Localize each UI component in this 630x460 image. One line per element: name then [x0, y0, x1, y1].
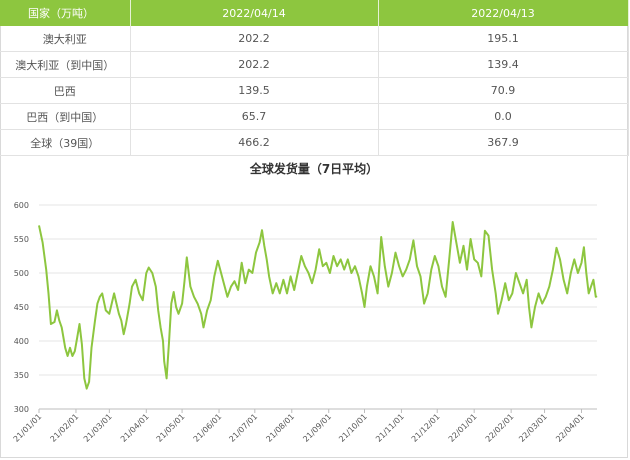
x-tick-label: 21/07/01	[227, 412, 259, 444]
table-row: 巴西 139.5 70.9	[0, 77, 629, 104]
row-value-1: 202.2	[130, 51, 379, 78]
x-axis: 21/01/01 21/02/01 21/03/01 21/04/01 21/05/01…	[12, 409, 586, 444]
y-tick-label: 350	[14, 371, 29, 380]
grid-layer	[39, 204, 597, 410]
row-value-2: 0.0	[378, 103, 629, 130]
row-label: 全球（39国）	[0, 129, 131, 156]
x-tick-label: 21/10/01	[337, 412, 369, 444]
y-tick-label: 300	[14, 405, 29, 414]
table-row: 全球（39国） 466.2 367.9	[0, 129, 629, 156]
x-tick-label: 22/01/01	[447, 412, 479, 444]
x-tick-label: 21/03/01	[82, 412, 114, 444]
x-tick-label: 21/02/01	[49, 412, 81, 444]
row-value-2: 195.1	[378, 26, 629, 52]
row-label: 澳大利亚（到中国）	[0, 51, 131, 78]
chart-title: 全球发货量（7日平均）	[249, 162, 379, 176]
row-value-2: 70.9	[378, 77, 629, 104]
y-tick-label: 500	[14, 269, 29, 278]
row-value-2: 139.4	[378, 51, 629, 78]
row-value-1: 202.2	[130, 26, 379, 52]
y-tick-label: 600	[14, 201, 29, 210]
y-tick-label: 550	[14, 235, 29, 244]
x-tick-label: 22/02/01	[484, 412, 516, 444]
header-date-2: 2022/04/13	[378, 0, 629, 26]
x-tick-label: 21/04/01	[119, 412, 151, 444]
x-tick-label: 22/03/01	[517, 412, 549, 444]
table-row: 澳大利亚（到中国） 202.2 139.4	[0, 51, 629, 78]
x-tick-label: 21/08/01	[264, 412, 296, 444]
table-row: 澳大利亚 202.2 195.1	[0, 26, 629, 52]
table-header-row: 国家（万吨） 2022/04/14 2022/04/13	[0, 0, 629, 26]
row-label: 巴西	[0, 77, 131, 104]
shipment-table: 国家（万吨） 2022/04/14 2022/04/13 澳大利亚 202.2 …	[0, 0, 629, 156]
row-label: 巴西（到中国）	[0, 103, 131, 130]
series-line	[38, 221, 598, 390]
x-tick-label: 21/05/01	[155, 412, 187, 444]
row-value-1: 65.7	[130, 103, 379, 130]
header-date-1: 2022/04/14	[130, 0, 379, 26]
x-tick-label: 21/01/01	[12, 412, 44, 444]
y-tick-label: 400	[14, 337, 29, 346]
row-value-2: 367.9	[378, 129, 629, 156]
row-label: 澳大利亚	[0, 26, 131, 52]
row-value-1: 466.2	[130, 129, 379, 156]
x-tick-label: 21/09/01	[301, 412, 333, 444]
series-layer	[38, 221, 598, 390]
x-tick-label: 21/11/01	[374, 412, 406, 444]
y-tick-label: 450	[14, 303, 29, 312]
row-value-1: 139.5	[130, 77, 379, 104]
y-axis: 300 350 400 450 500 550 600	[14, 201, 29, 414]
table-row: 巴西（到中国） 65.7 0.0	[0, 103, 629, 130]
x-tick-label: 21/12/01	[410, 412, 442, 444]
header-country: 国家（万吨）	[0, 0, 131, 26]
x-tick-label: 21/06/01	[192, 412, 224, 444]
x-tick-label: 22/04/01	[554, 412, 586, 444]
